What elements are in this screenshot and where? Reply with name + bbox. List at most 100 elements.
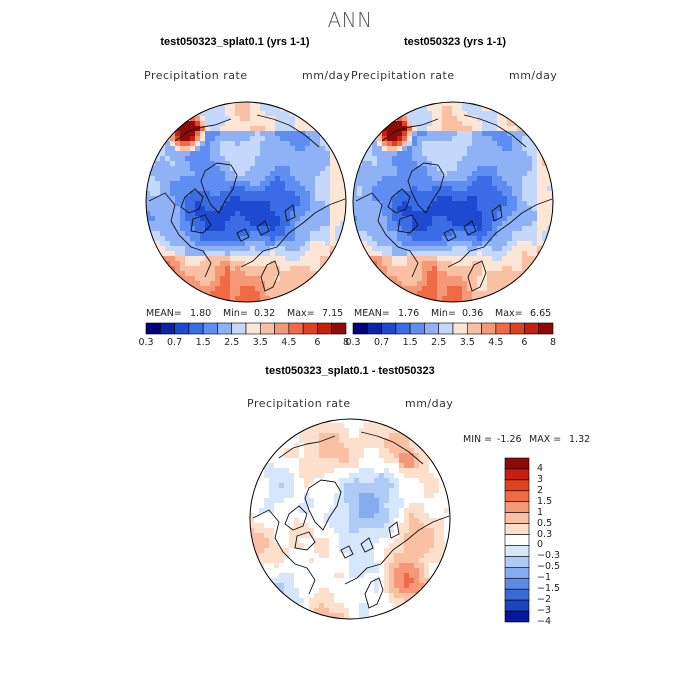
panel3-colorbar-swatch xyxy=(504,501,530,513)
panel1-precip-field xyxy=(146,102,346,302)
panel1-min-value: 0.32 xyxy=(254,308,276,319)
panel3-coastline-6 xyxy=(360,537,374,553)
panel3-colorbar-tick-label: 0 xyxy=(537,539,544,551)
panel1-colorbar-swatch xyxy=(302,322,318,335)
panel3-max-label: MAX = xyxy=(529,434,562,445)
panel1-colorbar-swatch xyxy=(331,322,347,335)
panel3-colorbar xyxy=(504,457,530,623)
panel3-colorbar-tick-label: 1 xyxy=(537,506,544,518)
panel3-units-label: mm/day xyxy=(405,397,454,410)
panel2-colorbar-tick-label: 6 xyxy=(521,337,528,348)
panel3-diff-field xyxy=(250,419,450,619)
panel2-min-value: 0.36 xyxy=(462,308,484,319)
panel2-coastline-8 xyxy=(443,228,457,242)
panel3-colorbar-swatch xyxy=(504,512,530,524)
panel1-colorbar-tick-label: 2.5 xyxy=(224,337,240,348)
panel3-min-value: -1.26 xyxy=(497,434,522,445)
panel1-min-label: Min= xyxy=(223,308,248,319)
panel2-colorbar xyxy=(352,322,554,335)
panel2-coastline-9 xyxy=(381,118,439,142)
panel3-colorbar-tick-label: 2 xyxy=(537,484,544,496)
panel3-max-value: 1.32 xyxy=(569,434,591,445)
panel3-colorbar-swatch xyxy=(504,599,530,612)
panel3-colorbar-tick-label: −2 xyxy=(537,594,552,606)
panel2-colorbar-tick-label: 1.5 xyxy=(402,337,418,348)
panel2-variable-label: Precipitation rate xyxy=(351,69,455,82)
panel2-colorbar-swatch xyxy=(452,322,468,335)
panel2-coastline-10 xyxy=(463,114,527,148)
panel3-title: test050323_splat0.1 - test050323 xyxy=(265,365,435,377)
panel2-colorbar-swatch xyxy=(438,322,454,335)
panel1-colorbar-swatch xyxy=(288,322,304,335)
panel1-colorbar-tick-label: 3.5 xyxy=(252,337,268,348)
panel1-mean-value: 1.80 xyxy=(190,308,212,319)
panel3-coastline-2 xyxy=(294,531,316,551)
panel3-colorbar-swatch xyxy=(504,610,530,623)
panel3-coastline-0 xyxy=(304,479,342,531)
panel3-colorbar-tick-label: −1.5 xyxy=(537,583,561,595)
panel2-coastline-7 xyxy=(491,204,503,222)
panel3-colorbar-swatch xyxy=(504,545,530,557)
panel3-min-label: MIN = xyxy=(463,434,493,445)
panel1-colorbar-swatch xyxy=(188,322,204,335)
panel3-colorbar-swatch xyxy=(504,468,530,481)
panel2-colorbar-swatch xyxy=(538,322,554,335)
panel1-colorbar-swatch xyxy=(317,322,333,335)
panel1-coastline-2 xyxy=(190,214,212,234)
panel2-map-border xyxy=(352,101,554,303)
panel1-colorbar-swatch xyxy=(145,322,161,335)
panel3-colorbar-swatch xyxy=(504,490,530,503)
panel3-colorbar-swatch xyxy=(504,588,530,601)
panel1-coastline-6 xyxy=(256,220,270,236)
panel1-mean-label: MEAN= xyxy=(146,308,182,319)
panel3-coastline-4 xyxy=(344,515,450,585)
panel1-colorbar-tick-label: 6 xyxy=(314,337,321,348)
panel2-mean-label: MEAN= xyxy=(354,308,390,319)
panel2-colorbar-tick-label: 0.7 xyxy=(374,337,390,348)
panel3-polar-map xyxy=(249,418,451,620)
panel2-max-value: 6.65 xyxy=(530,308,552,319)
panel1-colorbar-tick-label: 0.3 xyxy=(138,337,154,348)
panel1-colorbar-swatch xyxy=(259,322,275,335)
panel2-colorbar-swatch xyxy=(509,322,525,335)
panel1-colorbar-swatch xyxy=(202,322,218,335)
panel3-colorbar-tick-label: 0.3 xyxy=(537,528,553,540)
panel1-colorbar-swatch xyxy=(159,322,175,335)
panel2-colorbar-tick-label: 4.5 xyxy=(488,337,504,348)
panel1-max-value: 7.15 xyxy=(322,308,344,319)
panel1-colorbar-tick-label: 1.5 xyxy=(195,337,211,348)
panel2-colorbar-swatch xyxy=(466,322,482,335)
panel1-variable-label: Precipitation rate xyxy=(144,69,248,82)
panel2-min-label: Min= xyxy=(431,308,456,319)
panel2-coastline-0 xyxy=(407,162,445,214)
panel3-colorbar-tick-label: 3 xyxy=(537,473,544,485)
panel1-colorbar-tick-label: 8 xyxy=(342,337,350,348)
panel1-polar-map xyxy=(145,101,347,303)
panel3-colorbar-tick-label: 0.5 xyxy=(537,517,553,529)
panel1-coastline-9 xyxy=(174,118,232,142)
panel2-coastline-5 xyxy=(467,260,487,292)
panel3-map-border xyxy=(249,418,451,620)
panel2-colorbar-swatch xyxy=(352,322,368,335)
panel3-colorbar-swatch xyxy=(504,577,530,590)
panel3-coastline-1 xyxy=(284,505,308,531)
panel3-coastline-5 xyxy=(364,577,384,609)
panel2-coastline-3 xyxy=(355,192,419,278)
panel3-coastline-3 xyxy=(252,509,316,595)
panel3-colorbar-swatch xyxy=(504,556,530,568)
panel1-colorbar xyxy=(145,322,347,335)
panel2-units-label: mm/day xyxy=(509,69,558,82)
panel1-title: test050323_splat0.1 (yrs 1-1) xyxy=(160,36,310,48)
panel1-coastline-7 xyxy=(284,204,296,222)
panel1-coastline-10 xyxy=(256,114,320,148)
panel2-precip-field xyxy=(353,102,553,302)
panel3-colorbar-tick-label: 4 xyxy=(537,462,544,474)
panel3-colorbar-tick-label: −4 xyxy=(537,616,552,627)
panel2-colorbar-swatch xyxy=(424,322,440,335)
panel2-mean-value: 1.76 xyxy=(398,308,420,319)
panel1-units-label: mm/day xyxy=(302,69,351,82)
panel2-colorbar-tick-label: 3.5 xyxy=(459,337,475,348)
panel1-colorbar-swatch xyxy=(245,322,261,335)
panel1-coastline-1 xyxy=(180,188,204,214)
panel1-coastline-0 xyxy=(200,162,238,214)
